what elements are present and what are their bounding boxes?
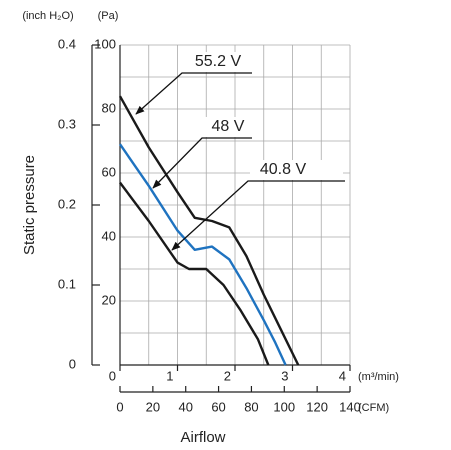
x2-tick-label: 20 <box>146 399 160 414</box>
label-bg <box>184 52 250 72</box>
leader <box>135 72 252 115</box>
y2-unit: (inch H₂O) <box>22 10 73 22</box>
label-bg <box>250 160 343 180</box>
x-tick-label: 4 <box>339 368 346 383</box>
y-tick-label: 60 <box>102 164 116 179</box>
x2-tick-label: 80 <box>244 399 258 414</box>
x2-tick-label: 60 <box>211 399 225 414</box>
y-tick-label: 100 <box>94 36 116 51</box>
x2-tick-label: 140 <box>339 399 361 414</box>
series-label: 48 V <box>212 118 245 135</box>
x-tick-label: 1 <box>166 368 173 383</box>
x-unit: (m³/min) <box>358 371 399 383</box>
series-label: 40.8 V <box>260 161 307 178</box>
curve <box>118 95 300 366</box>
y2-tick-label: 0.2 <box>58 196 76 211</box>
x-label: Airflow <box>180 429 225 446</box>
y2-tick-label: 0.1 <box>58 276 76 291</box>
y2-tick-label: 0 <box>69 356 76 371</box>
y2-tick-label: 0.4 <box>58 36 76 51</box>
label-bg <box>204 117 250 137</box>
y2-tick-label: 0.3 <box>58 116 76 131</box>
x2-tick-label: 120 <box>306 399 328 414</box>
y-label: Static pressure <box>21 155 38 255</box>
x-tick-label: 2 <box>224 368 231 383</box>
curve <box>119 181 270 366</box>
x-tick-label: 0 <box>109 368 116 383</box>
y-unit: (Pa) <box>98 10 119 22</box>
y-tick-label: 80 <box>102 100 116 115</box>
leader <box>152 137 252 189</box>
curve <box>119 143 287 366</box>
x2-unit: (CFM) <box>358 402 389 414</box>
x2-tick-label: 0 <box>116 399 123 414</box>
x2-tick-label: 40 <box>178 399 192 414</box>
series-label: 55.2 V <box>195 53 242 70</box>
y-tick-label: 20 <box>102 292 116 307</box>
x2-tick-label: 100 <box>273 399 295 414</box>
x-tick-label: 3 <box>281 368 288 383</box>
y-tick-label: 40 <box>102 228 116 243</box>
leader <box>171 180 345 251</box>
